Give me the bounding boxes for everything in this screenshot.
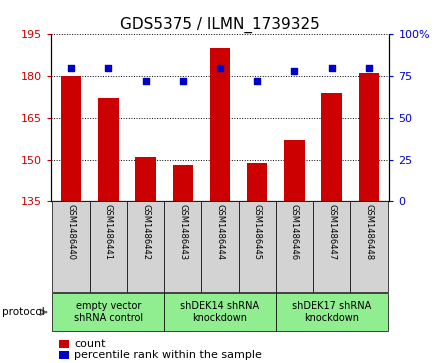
Bar: [276, 293, 388, 331]
Bar: [172, 165, 193, 201]
Point: [328, 65, 335, 71]
Bar: [164, 201, 202, 292]
Text: GSM1486443: GSM1486443: [178, 204, 187, 260]
Text: GSM1486444: GSM1486444: [216, 204, 224, 260]
Bar: [238, 201, 276, 292]
Text: count: count: [74, 339, 106, 350]
Bar: [322, 93, 342, 201]
Point: [105, 65, 112, 71]
Bar: [98, 98, 118, 201]
Text: GSM1486442: GSM1486442: [141, 204, 150, 260]
Bar: [359, 73, 379, 201]
Bar: [52, 201, 90, 292]
Point: [179, 78, 186, 84]
Point: [68, 65, 75, 71]
Text: shDEK17 shRNA
knockdown: shDEK17 shRNA knockdown: [292, 301, 371, 323]
Bar: [52, 293, 164, 331]
Bar: [350, 201, 388, 292]
Text: GSM1486447: GSM1486447: [327, 204, 336, 260]
Bar: [164, 293, 276, 331]
Bar: [247, 163, 268, 201]
Bar: [127, 201, 164, 292]
Bar: [90, 201, 127, 292]
Bar: [136, 157, 156, 201]
Bar: [202, 201, 238, 292]
Text: GSM1486445: GSM1486445: [253, 204, 262, 260]
Point: [142, 78, 149, 84]
Title: GDS5375 / ILMN_1739325: GDS5375 / ILMN_1739325: [120, 17, 320, 33]
Text: shDEK14 shRNA
knockdown: shDEK14 shRNA knockdown: [180, 301, 260, 323]
Text: empty vector
shRNA control: empty vector shRNA control: [74, 301, 143, 323]
Text: GSM1486446: GSM1486446: [290, 204, 299, 260]
Bar: [313, 201, 350, 292]
Text: protocol: protocol: [2, 307, 45, 317]
Text: GSM1486448: GSM1486448: [364, 204, 374, 260]
Bar: [276, 201, 313, 292]
Text: GSM1486440: GSM1486440: [66, 204, 76, 260]
Text: percentile rank within the sample: percentile rank within the sample: [74, 350, 262, 360]
Text: GSM1486441: GSM1486441: [104, 204, 113, 260]
Point: [216, 65, 224, 71]
Bar: [210, 48, 230, 201]
Bar: [284, 140, 304, 201]
Bar: [61, 76, 81, 201]
Point: [291, 68, 298, 74]
Point: [365, 65, 372, 71]
Point: [254, 78, 261, 84]
